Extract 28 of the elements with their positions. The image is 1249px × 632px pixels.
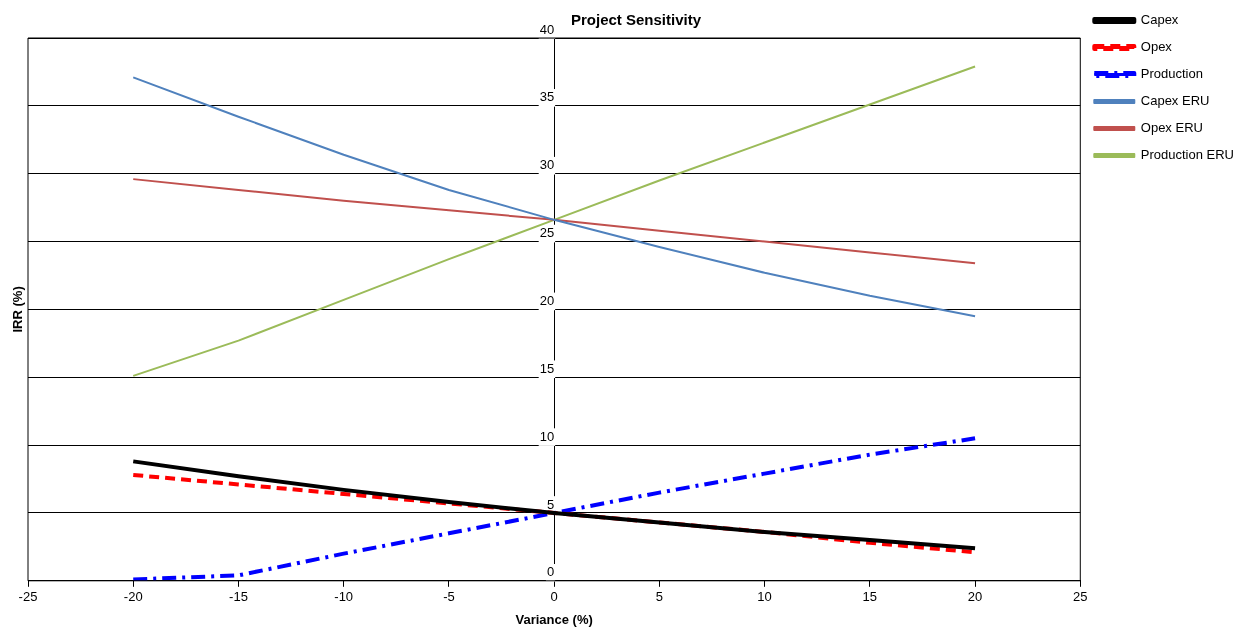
y-tick-label: 0 [546,564,555,580]
x-tick-label: -5 [443,589,455,605]
x-tick-label: 10 [757,589,772,605]
y-tick-label: 25 [539,225,555,241]
y-tick-label: 40 [539,21,555,37]
x-tick-label: 15 [862,589,878,605]
legend-label: Opex [1140,39,1173,55]
y-tick-label: 30 [539,157,555,173]
y-tick-label: 20 [539,292,555,308]
legend-label: Capex ERU [1140,93,1210,109]
legend-label: Capex [1140,12,1179,28]
x-tick-label: -10 [334,589,354,605]
x-axis-title: Variance (%) [515,611,593,627]
x-tick-label: 20 [967,589,983,605]
y-tick-label: 35 [539,89,555,105]
x-tick-label: -15 [229,589,248,605]
y-tick-label: 10 [539,428,555,444]
y-tick-label: 15 [539,360,555,376]
y-axis-title: IRR (%) [9,286,25,333]
x-tick-label: -25 [18,589,38,605]
x-tick-label: -20 [123,589,143,605]
x-tick-label: 5 [655,589,663,605]
chart-title: Project Sensitivity [570,11,702,29]
x-tick-label: 25 [1073,589,1088,605]
legend-label: Opex ERU [1140,120,1203,136]
legend-label: Production ERU [1140,147,1235,163]
y-tick-label: 5 [546,496,555,512]
legend-label: Production [1140,66,1203,82]
